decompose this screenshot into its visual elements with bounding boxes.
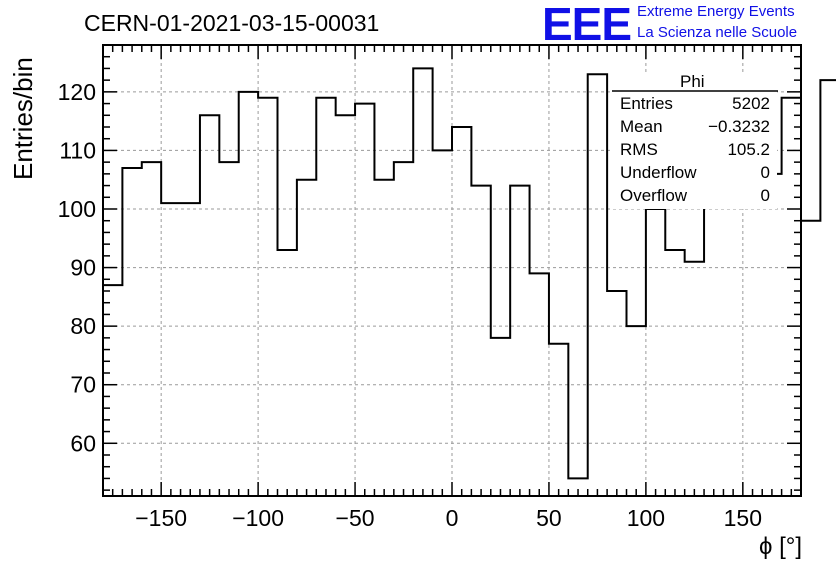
x-tick-label: −50 xyxy=(336,505,375,531)
stats-mean-value: −0.3232 xyxy=(708,117,770,136)
stats-underflow-label: Underflow xyxy=(620,163,697,182)
tick-labels: −150 −100 −50 0 50 100 150 60 70 80 90 100 110 120 xyxy=(58,79,762,531)
x-axis-label: ϕ [°] xyxy=(758,533,802,560)
eee-logo: EEE xyxy=(542,0,632,50)
y-tick-label: 70 xyxy=(70,372,96,398)
y-axis-label: Entries/bin xyxy=(8,57,38,180)
x-tick-label: −100 xyxy=(232,505,284,531)
y-tick-label: 60 xyxy=(70,430,96,456)
x-tick-label: 100 xyxy=(627,505,665,531)
stats-overflow-value: 0 xyxy=(760,186,770,205)
stats-rms-value: 105.2 xyxy=(727,140,770,159)
plot-frame xyxy=(102,44,802,497)
stats-rms-label: RMS xyxy=(620,140,658,159)
y-tick-label: 110 xyxy=(59,137,96,163)
stats-mean-label: Mean xyxy=(620,117,663,136)
stats-box xyxy=(612,73,778,209)
stats-title: Phi xyxy=(680,72,705,91)
y-tick-label: 90 xyxy=(70,255,96,281)
x-tick-label: −150 xyxy=(135,505,187,531)
x-tick-label: 0 xyxy=(446,505,459,531)
logo-line-2: La Scienza nelle Scuole xyxy=(637,24,798,41)
stats-underflow-value: 0 xyxy=(760,163,770,182)
chart-title: CERN-01-2021-03-15-00031 xyxy=(84,10,380,36)
y-tick-label: 120 xyxy=(58,79,96,105)
y-tick-label: 100 xyxy=(58,196,96,222)
logo-line-1: Extreme Energy Events xyxy=(637,3,795,20)
stats-overflow-label: Overflow xyxy=(620,186,688,205)
stats-entries-value: 5202 xyxy=(732,94,770,113)
histogram-line xyxy=(103,67,836,480)
x-tick-label: 150 xyxy=(724,505,762,531)
axis-ticks xyxy=(103,44,801,496)
y-tick-label: 80 xyxy=(70,313,96,339)
x-tick-label: 50 xyxy=(536,505,562,531)
stats-entries-label: Entries xyxy=(620,94,673,113)
